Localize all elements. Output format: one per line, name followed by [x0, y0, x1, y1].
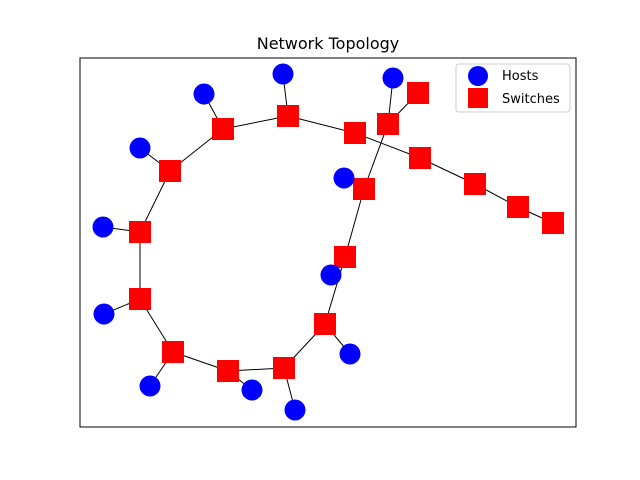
host-node [92, 216, 114, 238]
host-node [272, 63, 294, 85]
host-node [284, 399, 306, 421]
link-edge [344, 188, 365, 258]
legend-hosts-label: Hosts [502, 69, 539, 84]
switch-node [212, 118, 234, 140]
legend-host-marker [468, 66, 488, 86]
switch-node [407, 82, 429, 104]
switch-node [334, 246, 356, 268]
switch-node [314, 313, 336, 335]
host-node [382, 67, 404, 89]
legend-switch-marker [468, 88, 488, 108]
host-node [333, 167, 355, 189]
switch-node [507, 196, 529, 218]
host-node [93, 303, 115, 325]
host-node [320, 264, 342, 286]
nodes-layer [92, 63, 564, 421]
switch-node [277, 105, 299, 127]
host-node [139, 375, 161, 397]
link-edge [287, 115, 356, 134]
switch-node [409, 147, 431, 169]
host-node [339, 343, 361, 365]
switch-node [129, 221, 151, 243]
switch-node [377, 113, 399, 135]
switch-node [353, 178, 375, 200]
switch-node [273, 357, 295, 379]
switch-node [344, 122, 366, 144]
plot-frame [79, 57, 577, 428]
switch-node [542, 212, 564, 234]
switch-node [159, 160, 181, 182]
link-edge [324, 256, 346, 325]
legend-switches-label: Switches [502, 92, 560, 107]
switch-node [217, 360, 239, 382]
host-node [193, 83, 215, 105]
switch-node [162, 341, 184, 363]
switch-node [129, 288, 151, 310]
legend: Hosts Switches [455, 63, 571, 113]
host-node [129, 137, 151, 159]
host-node [241, 379, 263, 401]
diagram-title: Network Topology [257, 34, 400, 53]
switch-node [464, 173, 486, 195]
